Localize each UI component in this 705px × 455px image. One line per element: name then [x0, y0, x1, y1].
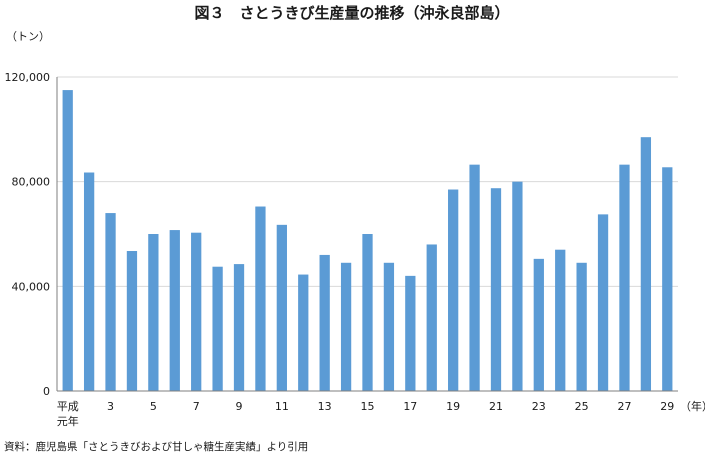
bar	[576, 262, 587, 391]
bar	[212, 266, 223, 391]
bar	[319, 254, 330, 391]
y-tick-label: 0	[43, 385, 50, 398]
x-tick-label: 7	[193, 400, 200, 413]
x-tick-label: 3	[107, 400, 114, 413]
x-tick-label: 元年	[57, 414, 79, 428]
x-axis-unit-label: （年）	[680, 399, 705, 413]
bar	[426, 244, 437, 391]
y-tick-label: 80,000	[12, 176, 51, 189]
x-tick-label: 15	[361, 400, 375, 413]
y-tick-labels: 0 40,000 80,000 120,000	[5, 71, 51, 398]
x-tick-label: 23	[532, 400, 546, 413]
bar	[383, 262, 395, 391]
bar	[405, 275, 416, 391]
y-tick-label: 40,000	[12, 280, 51, 293]
bar	[362, 234, 373, 391]
bar	[255, 206, 266, 391]
bar	[512, 181, 523, 391]
bar	[298, 274, 309, 391]
bar	[469, 164, 480, 391]
bar	[191, 232, 202, 391]
x-tick-label: 27	[617, 400, 631, 413]
x-tick-label: 9	[236, 400, 243, 413]
x-tick-label: 19	[446, 400, 460, 413]
bar	[490, 188, 502, 391]
x-tick-label: 11	[275, 400, 289, 413]
y-axis-unit-label: （トン）	[6, 30, 50, 43]
x-tick-label: 29	[660, 400, 674, 413]
x-tick-label: 25	[575, 400, 589, 413]
x-tick-label: 13	[318, 400, 332, 413]
x-tick-label: 17	[403, 400, 417, 413]
bar	[148, 234, 159, 391]
bar	[597, 214, 609, 391]
bar	[276, 224, 287, 391]
bar	[555, 249, 566, 391]
bar	[105, 213, 116, 391]
axes	[56, 77, 678, 392]
source-note: 資料：鹿児島県「さとうきびおよび甘しゃ糖生産実績」より引用	[4, 440, 308, 453]
y-tick-label: 120,000	[5, 71, 51, 84]
bar	[83, 172, 95, 391]
bar	[662, 167, 673, 391]
bar	[533, 258, 544, 391]
x-tick-label: 平成	[57, 400, 79, 413]
bar	[169, 230, 180, 391]
chart-title: 図３ さとうきび生産量の推移（沖永良部島）	[194, 4, 509, 22]
bar	[619, 164, 630, 391]
bar	[640, 137, 652, 391]
x-tick-label: 5	[150, 400, 157, 413]
bar	[448, 189, 459, 391]
bar	[126, 251, 138, 391]
bar	[233, 264, 245, 391]
bar	[62, 90, 73, 391]
bar	[340, 262, 352, 391]
x-tick-label: 21	[489, 400, 503, 413]
bars	[62, 90, 673, 391]
